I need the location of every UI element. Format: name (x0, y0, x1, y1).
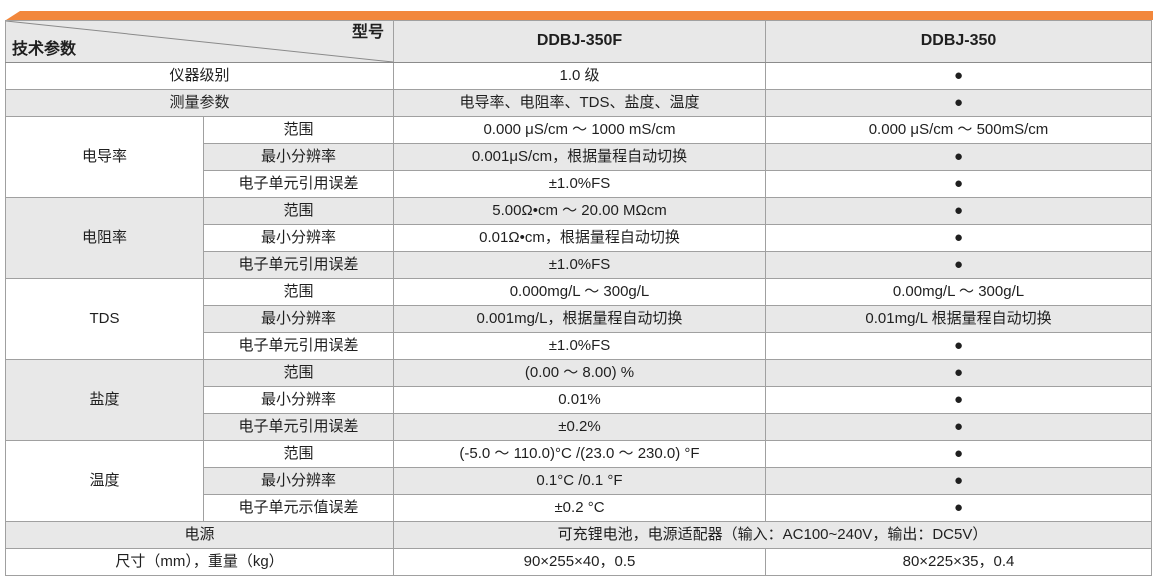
value-350f-cell: 电导率、电阻率、TDS、盐度、温度 (393, 89, 766, 117)
value-350f-cell: 0.001mg/L，根据量程自动切换 (393, 305, 766, 333)
spec-row: 电子单元引用误差 ±1.0%FS ● (6, 251, 1152, 279)
value-both-cell: 可充锂电池，电源适配器（输入：AC100~240V，输出：DC5V） (393, 521, 1152, 549)
value-350f-cell: 0.001μS/cm，根据量程自动切换 (393, 143, 766, 171)
availability-dot-cell: ● (765, 62, 1152, 90)
group-label-conductivity: 电导率 (5, 116, 204, 198)
sub-label: 最小分辨率 (203, 386, 394, 414)
sub-label: 最小分辨率 (203, 224, 394, 252)
value-350f-cell: 0.01Ω•cm，根据量程自动切换 (393, 224, 766, 252)
row-label: 电源 (5, 521, 394, 549)
diagonal-divider (6, 21, 393, 62)
value-350-cell: 0.00mg/L ～ 300g/L (765, 278, 1152, 306)
value-350-cell: 0.01mg/L 根据量程自动切换 (765, 305, 1152, 333)
value-350f-cell: ±1.0%FS (393, 251, 766, 279)
sub-label: 最小分辨率 (203, 305, 394, 333)
availability-dot-cell: ● (765, 170, 1152, 198)
availability-dot-cell: ● (765, 251, 1152, 279)
value-350f-cell: ±0.2% (393, 413, 766, 441)
row-label: 尺寸（mm），重量（kg） (5, 548, 394, 576)
corner-model-label: 型号 (351, 24, 384, 41)
availability-dot-cell: ● (765, 413, 1152, 441)
sub-label: 范围 (203, 359, 394, 387)
spec-row: 仪器级别 1.0 级 ● (5, 62, 1152, 90)
spec-row: 电源 可充锂电池，电源适配器（输入：AC100~240V，输出：DC5V） (5, 521, 1152, 549)
value-350-cell: 0.000 μS/cm ～ 500mS/cm (765, 116, 1152, 144)
spec-row: 最小分辨率 0.001mg/L，根据量程自动切换 0.01mg/L 根据量程自动… (6, 305, 1152, 333)
value-350f-cell: (0.00 ～ 8.00) % (393, 359, 766, 387)
availability-dot-cell: ● (765, 332, 1152, 360)
spec-row: 电阻率 范围 5.00Ω•cm ～ 20.00 MΩcm ● (5, 197, 1152, 279)
model-header-ddbj-350: DDBJ-350 (765, 20, 1152, 63)
group-label-salinity: 盐度 (5, 359, 204, 441)
spec-row: TDS 范围 0.000mg/L ～ 300g/L 0.00mg/L ～ 300… (5, 278, 1152, 360)
row-label: 仪器级别 (5, 62, 394, 90)
spec-table: 型号 技术参数 DDBJ-350F DDBJ-350 仪器级别 1.0 级 ● … (5, 20, 1152, 576)
availability-dot-cell: ● (765, 494, 1152, 522)
group-label-temperature: 温度 (5, 440, 204, 522)
spec-row: 温度 范围 (-5.0 ～ 110.0)°C /(23.0 ～ 230.0) °… (5, 440, 1152, 522)
sub-label: 电子单元示值误差 (203, 494, 394, 522)
corner-header-cell: 型号 技术参数 (5, 20, 394, 63)
sub-label: 电子单元引用误差 (203, 251, 394, 279)
sub-label: 最小分辨率 (203, 143, 394, 171)
value-350f-cell: ±1.0%FS (393, 170, 766, 198)
sub-label: 最小分辨率 (203, 467, 394, 495)
value-350f-cell: 90×255×40，0.5 (393, 548, 766, 576)
value-350f-cell: 5.00Ω•cm ～ 20.00 MΩcm (393, 197, 766, 225)
row-label: 测量参数 (5, 89, 394, 117)
spec-row: 电子单元示值误差 ±0.2 °C ● (6, 494, 1152, 522)
availability-dot-cell: ● (765, 89, 1152, 117)
sub-label: 范围 (203, 197, 394, 225)
accent-bar (6, 11, 1153, 20)
spec-row: 测量参数 电导率、电阻率、TDS、盐度、温度 ● (5, 89, 1152, 117)
availability-dot-cell: ● (765, 467, 1152, 495)
corner-params-label: 技术参数 (12, 40, 77, 58)
sub-label: 电子单元引用误差 (203, 170, 394, 198)
group-label-tds: TDS (5, 278, 204, 360)
value-350f-cell: 0.000mg/L ～ 300g/L (393, 278, 766, 306)
availability-dot-cell: ● (765, 224, 1152, 252)
value-350f-cell: ±0.2 °C (393, 494, 766, 522)
spec-row: 尺寸（mm），重量（kg） 90×255×40，0.5 80×225×35，0.… (5, 548, 1152, 576)
availability-dot-cell: ● (765, 386, 1152, 414)
availability-dot-cell: ● (765, 143, 1152, 171)
sub-label: 电子单元引用误差 (203, 332, 394, 360)
sub-label: 电子单元引用误差 (203, 413, 394, 441)
spec-row: 电子单元引用误差 ±0.2% ● (6, 413, 1152, 441)
sub-label: 范围 (203, 440, 394, 468)
value-350f-cell: 0.01% (393, 386, 766, 414)
header-row: 型号 技术参数 DDBJ-350F DDBJ-350 (5, 20, 1152, 63)
availability-dot-cell: ● (765, 197, 1152, 225)
group-label-resistivity: 电阻率 (5, 197, 204, 279)
spec-row: 最小分辨率 0.1°C /0.1 °F ● (6, 467, 1152, 495)
sub-label: 范围 (203, 116, 394, 144)
value-350-cell: 80×225×35，0.4 (765, 548, 1152, 576)
value-350f-cell: (-5.0 ～ 110.0)°C /(23.0 ～ 230.0) °F (393, 440, 766, 468)
value-350f-cell: ±1.0%FS (393, 332, 766, 360)
spec-row: 电导率 范围 0.000 μS/cm ～ 1000 mS/cm 0.000 μS… (5, 116, 1152, 198)
value-350f-cell: 0.1°C /0.1 °F (393, 467, 766, 495)
sub-label: 范围 (203, 278, 394, 306)
value-350f-cell: 0.000 μS/cm ～ 1000 mS/cm (393, 116, 766, 144)
availability-dot-cell: ● (765, 359, 1152, 387)
spec-row: 盐度 范围 (0.00 ～ 8.00) % ● (5, 359, 1152, 441)
model-header-ddbj-350f: DDBJ-350F (393, 20, 766, 63)
value-350f-cell: 1.0 级 (393, 62, 766, 90)
availability-dot-cell: ● (765, 440, 1152, 468)
spec-row: 电子单元引用误差 ±1.0%FS ● (6, 170, 1152, 198)
